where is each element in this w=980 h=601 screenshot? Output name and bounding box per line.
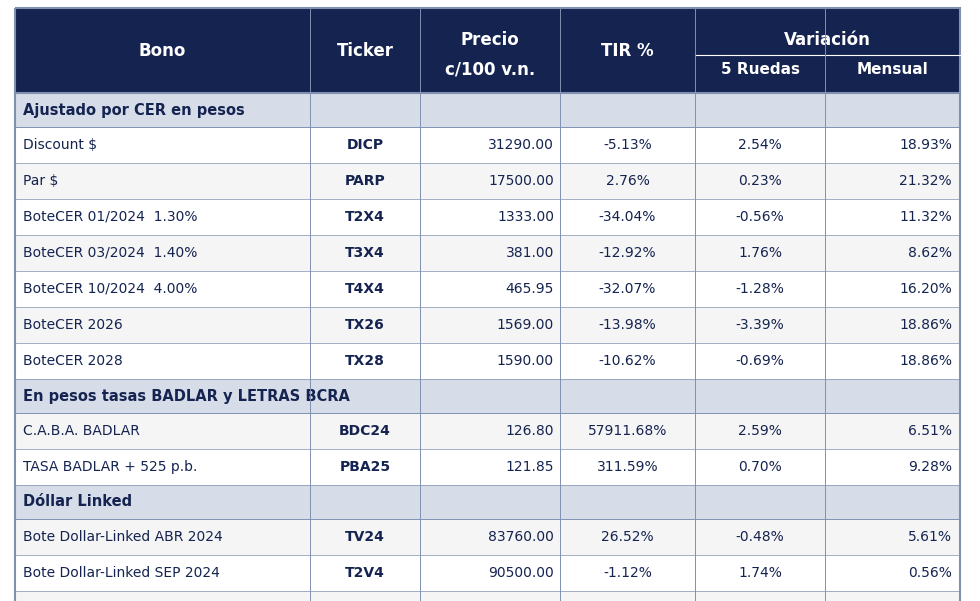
Text: Ajustado por CER en pesos: Ajustado por CER en pesos [23, 103, 245, 118]
Bar [15, 449, 960, 485]
Text: BoteCER 01/2024  1.30%: BoteCER 01/2024 1.30% [23, 210, 198, 224]
Bar [15, 519, 960, 555]
Text: 126.80: 126.80 [506, 424, 554, 438]
Text: -12.92%: -12.92% [599, 246, 657, 260]
Text: 18.86%: 18.86% [899, 354, 952, 368]
Text: Bote Dollar-Linked ABR 2024: Bote Dollar-Linked ABR 2024 [23, 530, 222, 544]
Text: 31290.00: 31290.00 [488, 138, 554, 152]
Text: 5 Ruedas: 5 Ruedas [720, 62, 800, 77]
Bar [15, 379, 960, 413]
Text: 1333.00: 1333.00 [497, 210, 554, 224]
Text: -1.12%: -1.12% [603, 566, 652, 580]
Text: TV24: TV24 [345, 530, 385, 544]
Text: Mensual: Mensual [857, 62, 928, 77]
Bar [15, 343, 960, 379]
Text: 1.76%: 1.76% [738, 246, 782, 260]
Text: 83760.00: 83760.00 [488, 530, 554, 544]
Bar [15, 235, 960, 271]
Text: -0.48%: -0.48% [736, 530, 784, 544]
Text: Variación: Variación [784, 31, 871, 49]
Text: 21.32%: 21.32% [900, 174, 952, 188]
Bar [15, 199, 960, 235]
Text: Par $: Par $ [23, 174, 59, 188]
Text: 18.86%: 18.86% [899, 318, 952, 332]
Text: c/100 v.n.: c/100 v.n. [445, 60, 535, 78]
Bar [15, 591, 960, 601]
Text: -13.98%: -13.98% [599, 318, 657, 332]
Text: Bono: Bono [139, 41, 186, 59]
Text: 121.85: 121.85 [506, 460, 554, 474]
Text: -3.39%: -3.39% [736, 318, 784, 332]
Bar [15, 93, 960, 127]
Text: 6.51%: 6.51% [908, 424, 952, 438]
Bar [15, 413, 960, 449]
Text: 5.61%: 5.61% [908, 530, 952, 544]
Text: 381.00: 381.00 [506, 246, 554, 260]
Text: 9.28%: 9.28% [908, 460, 952, 474]
Text: -1.28%: -1.28% [736, 282, 784, 296]
Text: TASA BADLAR + 525 p.b.: TASA BADLAR + 525 p.b. [23, 460, 197, 474]
Text: Precio: Precio [461, 31, 519, 49]
Text: 26.52%: 26.52% [601, 530, 654, 544]
Text: Discount $: Discount $ [23, 138, 97, 152]
Text: BoteCER 03/2024  1.40%: BoteCER 03/2024 1.40% [23, 246, 197, 260]
Text: 57911.68%: 57911.68% [588, 424, 667, 438]
Text: -5.13%: -5.13% [603, 138, 652, 152]
Text: 0.70%: 0.70% [738, 460, 782, 474]
Text: 11.32%: 11.32% [900, 210, 952, 224]
Bar [15, 8, 960, 93]
Text: 1.74%: 1.74% [738, 566, 782, 580]
Text: -32.07%: -32.07% [599, 282, 657, 296]
Text: 311.59%: 311.59% [597, 460, 659, 474]
Text: En pesos tasas BADLAR y LETRAS BCRA: En pesos tasas BADLAR y LETRAS BCRA [23, 388, 350, 403]
Text: T2X4: T2X4 [345, 210, 385, 224]
Bar [15, 271, 960, 307]
Text: T2V4: T2V4 [345, 566, 385, 580]
Text: 2.54%: 2.54% [738, 138, 782, 152]
Text: 465.95: 465.95 [506, 282, 554, 296]
Text: 0.23%: 0.23% [738, 174, 782, 188]
Bar [15, 163, 960, 199]
Text: Dóllar Linked: Dóllar Linked [23, 495, 132, 510]
Text: 16.20%: 16.20% [900, 282, 952, 296]
Bar [15, 485, 960, 519]
Text: 2.59%: 2.59% [738, 424, 782, 438]
Bar [15, 307, 960, 343]
Text: 90500.00: 90500.00 [488, 566, 554, 580]
Text: -0.69%: -0.69% [736, 354, 784, 368]
Text: -10.62%: -10.62% [599, 354, 657, 368]
Text: T4X4: T4X4 [345, 282, 385, 296]
Text: -0.56%: -0.56% [736, 210, 784, 224]
Text: BoteCER 2026: BoteCER 2026 [23, 318, 122, 332]
Text: BoteCER 2028: BoteCER 2028 [23, 354, 122, 368]
Text: 8.62%: 8.62% [908, 246, 952, 260]
Text: 1590.00: 1590.00 [497, 354, 554, 368]
Text: 2.76%: 2.76% [606, 174, 650, 188]
Text: 18.93%: 18.93% [899, 138, 952, 152]
Text: PBA25: PBA25 [339, 460, 391, 474]
Text: TX28: TX28 [345, 354, 385, 368]
Text: TX26: TX26 [345, 318, 385, 332]
Text: -34.04%: -34.04% [599, 210, 657, 224]
Text: 1569.00: 1569.00 [497, 318, 554, 332]
Text: C.A.B.A. BADLAR: C.A.B.A. BADLAR [23, 424, 140, 438]
Bar [15, 555, 960, 591]
Text: 0.56%: 0.56% [908, 566, 952, 580]
Text: BoteCER 10/2024  4.00%: BoteCER 10/2024 4.00% [23, 282, 197, 296]
Text: TIR %: TIR % [601, 41, 654, 59]
Text: Bote Dollar-Linked SEP 2024: Bote Dollar-Linked SEP 2024 [23, 566, 220, 580]
Text: Ticker: Ticker [336, 41, 394, 59]
Text: BDC24: BDC24 [339, 424, 391, 438]
Text: 17500.00: 17500.00 [488, 174, 554, 188]
Text: DICP: DICP [347, 138, 383, 152]
Text: PARP: PARP [345, 174, 385, 188]
Bar [15, 127, 960, 163]
Text: T3X4: T3X4 [345, 246, 385, 260]
